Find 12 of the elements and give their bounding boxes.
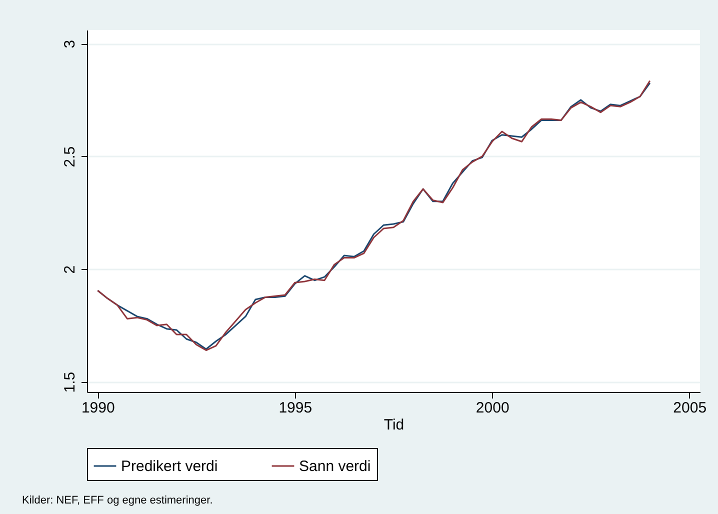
- y-tick-label: 2.5: [62, 146, 78, 168]
- y-tick-label: 1.5: [62, 372, 78, 393]
- x-tick-label: 2000: [476, 400, 510, 416]
- legend-label: Sann verdi: [299, 458, 371, 475]
- y-tick-label: 2: [62, 265, 78, 274]
- x-tick-label: 1995: [278, 400, 312, 416]
- legend-label: Predikert verdi: [121, 458, 218, 475]
- x-tick-label: 1990: [81, 400, 115, 416]
- y-tick-label: 3: [62, 40, 78, 48]
- x-axis-title: Tid: [384, 416, 404, 434]
- text: Kilder: NEF, EFF og egne estimeringer.: [22, 494, 213, 506]
- x-tick-label: 2005: [673, 400, 707, 416]
